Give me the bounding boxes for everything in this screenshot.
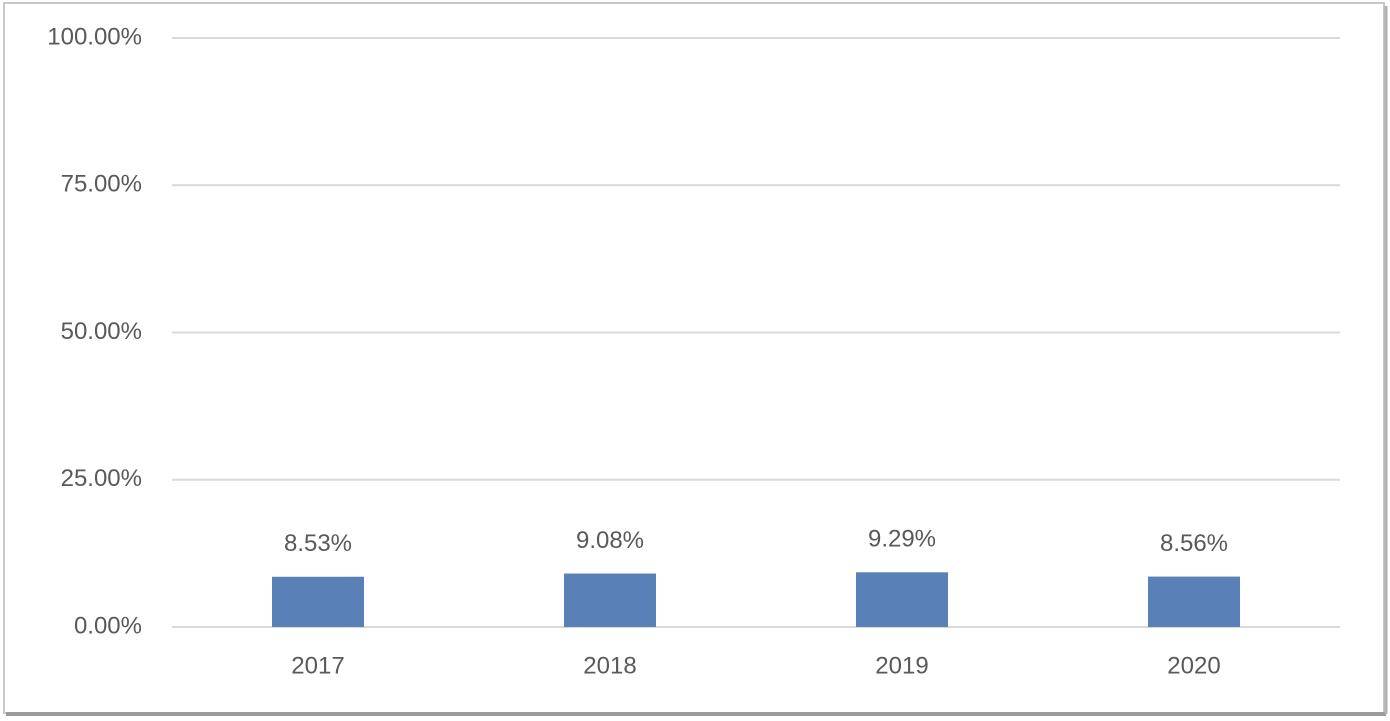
y-tick-label: 25.00% [61,465,142,492]
y-tick-label: 0.00% [74,612,142,639]
x-tick-label: 2018 [583,652,636,679]
y-tick-label: 100.00% [47,23,142,50]
data-label: 9.08% [576,527,644,554]
bar [1148,576,1240,627]
y-tick-label: 75.00% [61,171,142,198]
bar [564,573,656,627]
x-tick-label: 2020 [1167,652,1220,679]
y-tick-label: 50.00% [61,318,142,345]
bar [856,572,948,627]
data-label: 9.29% [868,526,936,553]
data-label: 8.53% [284,530,352,557]
x-tick-label: 2019 [875,652,928,679]
bar [272,576,364,627]
data-label: 8.56% [1160,530,1228,557]
x-tick-label: 2017 [291,652,344,679]
